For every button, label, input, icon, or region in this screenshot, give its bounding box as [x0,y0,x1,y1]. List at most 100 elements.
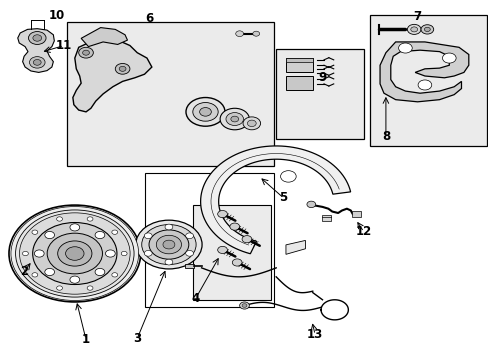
Bar [144,173,273,307]
Circle shape [185,98,224,126]
Circle shape [199,108,211,116]
Text: 3: 3 [133,332,141,345]
Circle shape [144,251,152,256]
Circle shape [442,53,455,63]
Circle shape [22,251,28,256]
Circle shape [87,286,93,290]
Text: 12: 12 [355,225,371,238]
Circle shape [252,31,259,36]
Circle shape [47,233,102,274]
Circle shape [65,247,84,260]
Circle shape [121,251,127,256]
Polygon shape [285,76,312,90]
Text: 1: 1 [82,333,90,346]
Circle shape [232,259,242,266]
Circle shape [45,269,55,276]
Polygon shape [200,146,350,254]
Circle shape [144,233,152,239]
Bar [193,205,271,300]
Circle shape [32,230,38,234]
Circle shape [33,222,117,284]
Bar [321,215,330,221]
Circle shape [424,27,429,32]
Circle shape [95,231,104,239]
Circle shape [306,201,315,208]
Polygon shape [18,29,54,72]
Circle shape [220,108,249,130]
Circle shape [235,31,243,37]
Circle shape [217,211,227,218]
Circle shape [57,217,62,221]
Circle shape [230,116,238,122]
Polygon shape [285,58,312,72]
Circle shape [280,171,296,182]
Bar [351,211,360,217]
Circle shape [112,230,118,234]
Circle shape [217,246,227,253]
Polygon shape [285,58,312,62]
Circle shape [32,273,38,277]
Circle shape [242,304,246,307]
Bar [369,15,487,146]
Circle shape [87,217,93,221]
Circle shape [136,220,202,269]
Circle shape [20,213,130,294]
Circle shape [29,57,45,68]
Circle shape [243,117,260,130]
Circle shape [45,231,55,239]
Circle shape [95,269,104,276]
Circle shape [410,27,417,32]
Circle shape [11,207,139,301]
Circle shape [33,59,41,65]
Circle shape [115,63,130,74]
Circle shape [33,35,41,41]
Circle shape [164,259,172,265]
Circle shape [28,32,46,44]
Circle shape [57,286,62,290]
Circle shape [185,233,193,239]
Text: 6: 6 [145,12,153,25]
Circle shape [163,240,175,249]
Circle shape [247,120,256,127]
Polygon shape [285,240,305,254]
Circle shape [34,250,44,257]
Text: 2: 2 [20,265,28,278]
Circle shape [70,276,80,283]
Circle shape [21,259,30,266]
Circle shape [225,113,243,126]
Circle shape [239,302,249,309]
Circle shape [407,24,420,35]
Circle shape [70,224,80,231]
Circle shape [229,223,239,230]
Circle shape [142,225,196,265]
Circle shape [82,50,89,55]
Bar [276,49,363,139]
Text: 9: 9 [318,71,326,84]
Text: 5: 5 [279,192,287,204]
Circle shape [185,251,193,256]
Circle shape [417,80,431,90]
Polygon shape [379,42,468,102]
Text: 8: 8 [381,130,389,144]
Circle shape [105,250,115,257]
Circle shape [156,235,181,254]
Bar [66,22,273,166]
Circle shape [149,230,188,259]
Circle shape [9,205,141,302]
Circle shape [398,43,411,53]
Text: 13: 13 [306,328,323,341]
Text: 11: 11 [56,39,72,52]
Circle shape [119,66,126,71]
Circle shape [79,47,93,58]
Text: 7: 7 [413,10,421,23]
Circle shape [420,25,433,34]
Circle shape [192,103,218,121]
Circle shape [58,241,92,266]
Bar [184,264,193,268]
Circle shape [16,210,134,297]
Polygon shape [81,28,127,46]
Polygon shape [73,39,152,112]
Circle shape [242,235,251,243]
Text: 4: 4 [191,292,200,305]
Text: 10: 10 [48,9,65,22]
